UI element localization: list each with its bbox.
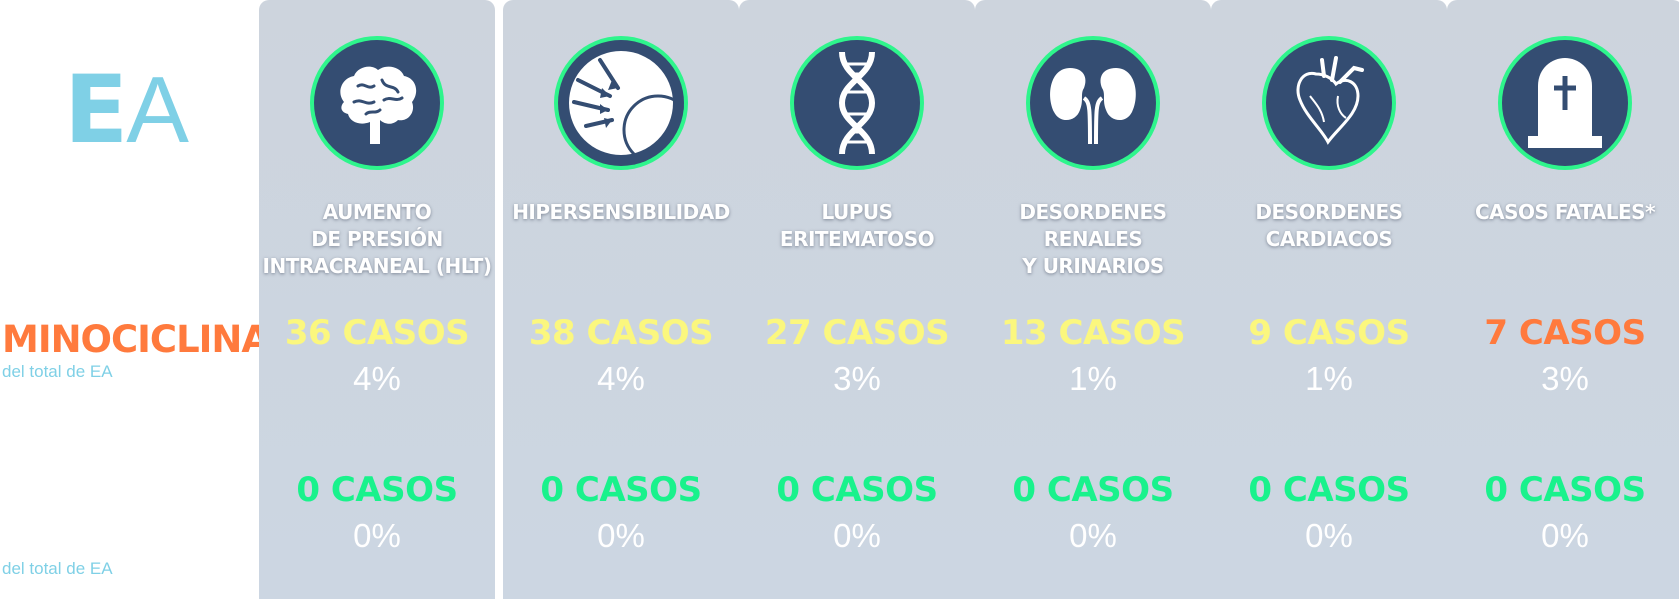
ea-logo: EA [64,62,189,159]
minociclina-percent: 4% [597,360,645,397]
comparator-percent: 0% [1305,517,1353,554]
dna-icon [794,40,920,166]
icon-badge [790,36,924,170]
hypersensitivity-icon [558,40,684,166]
comparator-percent: 0% [833,517,881,554]
column-title: DESORDENES CARDIACOS [1255,200,1403,251]
logo-bold-letter: E [64,56,128,165]
column-title: HIPERSENSIBILIDAD [512,200,730,224]
adverse-event-column: AUMENTO DE PRESIÓN INTRACRANEAL (HLT) 36… [259,0,495,599]
icon-badge [1026,36,1160,170]
icon-badge [1498,36,1632,170]
icon-badge [554,36,688,170]
icon-badge [310,36,444,170]
minociclina-percent: 1% [1305,360,1353,397]
icon-badge [1262,36,1396,170]
comparator-cases: 0 CASOS [296,470,458,510]
adverse-event-column: DESORDENES RENALES Y URINARIOS 13 CASOS … [975,0,1211,599]
minociclina-cases: 7 CASOS [1484,313,1646,353]
adverse-event-column: DESORDENES CARDIACOS 9 CASOS 1% 0 CASOS … [1211,0,1447,599]
minociclina-cases: 38 CASOS [528,313,714,353]
logo-light-letter: A [126,57,189,162]
minociclina-cases: 13 CASOS [1000,313,1186,353]
adverse-event-column: HIPERSENSIBILIDAD 38 CASOS 4% 0 CASOS 0% [503,0,739,599]
column-title: LUPUS ERITEMATOSO [779,200,935,251]
comparator-cases: 0 CASOS [776,470,938,510]
brain-icon [314,40,440,166]
minociclina-cases: 9 CASOS [1248,313,1410,353]
kidneys-icon [1030,40,1156,166]
comparator-percent: 0% [353,517,401,554]
drug-subtitle-bottom: del total de EA [2,559,113,578]
adverse-event-column: CASOS FATALES* 7 CASOS 3% 0 CASOS 0% [1447,0,1679,599]
comparator-cases: 0 CASOS [540,470,702,510]
column-title: CASOS FATALES* [1474,200,1656,224]
column-title: DESORDENES RENALES Y URINARIOS [1019,200,1167,278]
column-title: AUMENTO DE PRESIÓN INTRACRANEAL (HLT) [262,200,492,278]
minociclina-cases: 36 CASOS [284,313,470,353]
drug-name: MINOCICLINA [2,318,270,361]
heart-icon [1266,40,1392,166]
comparator-percent: 0% [1541,517,1589,554]
comparator-percent: 0% [1069,517,1117,554]
tombstone-icon [1502,40,1628,166]
minociclina-percent: 4% [353,360,401,397]
drug-subtitle-top: del total de EA [2,362,113,381]
minociclina-percent: 3% [1541,360,1589,397]
comparator-cases: 0 CASOS [1012,470,1174,510]
minociclina-percent: 1% [1069,360,1117,397]
adverse-event-column: LUPUS ERITEMATOSO 27 CASOS 3% 0 CASOS 0% [739,0,975,599]
comparator-cases: 0 CASOS [1248,470,1410,510]
minociclina-percent: 3% [833,360,881,397]
minociclina-cases: 27 CASOS [764,313,950,353]
comparator-percent: 0% [597,517,645,554]
comparator-cases: 0 CASOS [1484,470,1646,510]
